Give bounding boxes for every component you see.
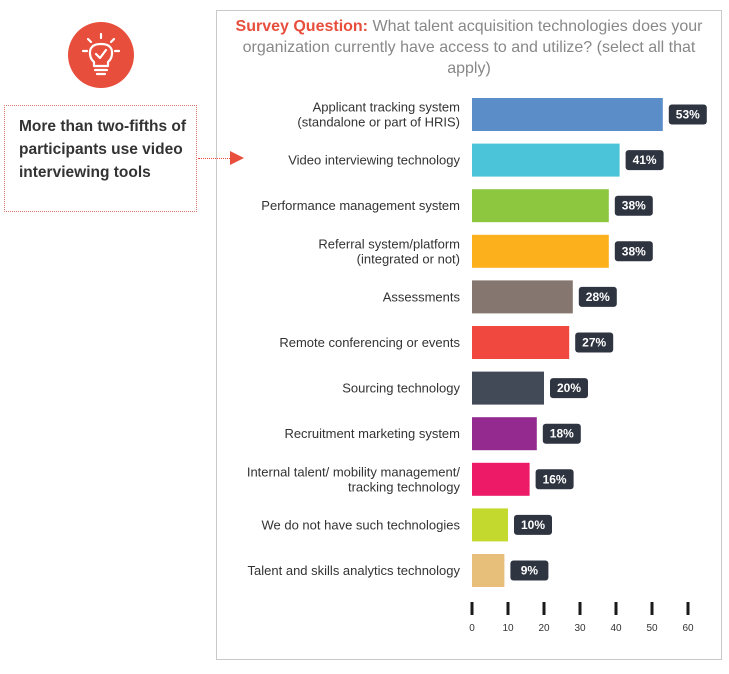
value-label-10: 9% <box>521 564 539 578</box>
x-tick-1 <box>506 602 510 615</box>
x-tick-label-3: 30 <box>574 623 586 634</box>
x-tick-3 <box>578 602 582 615</box>
chart-title: Survey Question: What talent acquisition… <box>226 16 712 79</box>
x-tick-0 <box>470 602 474 615</box>
category-label-4-0: Assessments <box>383 289 461 304</box>
category-label-1-0: Video interviewing technology <box>288 153 460 168</box>
category-label-10-0: Talent and skills analytics technology <box>248 563 461 578</box>
bar-8 <box>472 462 530 496</box>
value-label-1: 41% <box>633 153 657 167</box>
value-label-bg-4 <box>578 286 617 307</box>
bar-1 <box>472 143 620 177</box>
x-tick-5 <box>650 602 654 615</box>
value-label-0: 53% <box>676 108 700 122</box>
value-label-bg-1 <box>625 150 664 171</box>
value-label-bg-10 <box>510 560 549 581</box>
survey-question-label: Survey Question: <box>235 18 369 35</box>
value-label-4: 28% <box>586 290 610 304</box>
value-label-5: 27% <box>582 336 606 350</box>
x-tick-label-6: 60 <box>682 623 694 634</box>
bar-9 <box>472 508 508 542</box>
bar-5 <box>472 326 570 359</box>
category-label-8-0: Internal talent/ mobility management/ <box>247 464 461 479</box>
value-label-bg-2 <box>614 195 653 216</box>
category-label-0-0: Applicant tracking system <box>313 100 460 115</box>
value-label-bg-5 <box>575 332 614 353</box>
value-label-bg-6 <box>550 378 588 399</box>
value-label-bg-8 <box>535 469 574 490</box>
value-label-3: 38% <box>622 244 646 258</box>
category-label-9-0: We do not have such technologies <box>261 517 460 532</box>
x-tick-2 <box>542 602 546 615</box>
x-tick-label-4: 40 <box>610 623 622 634</box>
value-label-bg-0 <box>668 104 707 125</box>
bar-3 <box>472 234 609 268</box>
category-label-0-1: (standalone or part of HRIS) <box>297 115 460 130</box>
category-label-5-0: Remote conferencing or events <box>279 335 460 350</box>
bar-2 <box>472 189 609 223</box>
category-label-7-0: Recruitment marketing system <box>284 426 460 441</box>
value-label-bg-9 <box>514 514 552 535</box>
chart-panel <box>216 10 722 660</box>
x-tick-6 <box>686 602 690 615</box>
x-tick-label-0: 0 <box>469 623 475 634</box>
category-label-2-0: Performance management system <box>261 198 460 213</box>
callout-connector <box>198 158 232 159</box>
x-tick-label-1: 10 <box>502 623 514 634</box>
category-label-6-0: Sourcing technology <box>342 381 460 396</box>
bar-7 <box>472 417 537 451</box>
bar-0 <box>472 98 663 131</box>
value-label-6: 20% <box>557 381 581 395</box>
value-label-bg-3 <box>614 241 653 262</box>
category-label-3-0: Referral system/platform <box>318 236 460 251</box>
bar-6 <box>472 371 544 405</box>
bar-4 <box>472 280 573 314</box>
x-tick-4 <box>614 602 618 615</box>
category-label-3-1: (integrated or not) <box>357 251 460 266</box>
callout-box: More than two-fifths of participants use… <box>4 105 197 212</box>
value-label-7: 18% <box>550 427 574 441</box>
survey-question-text: What talent acquisition technologies doe… <box>242 18 703 77</box>
value-label-8: 16% <box>543 472 567 486</box>
x-tick-label-5: 50 <box>646 623 658 634</box>
value-label-2: 38% <box>622 199 646 213</box>
x-tick-label-2: 20 <box>538 623 550 634</box>
value-label-9: 10% <box>521 518 545 532</box>
callout-arrow-icon <box>230 151 244 165</box>
value-label-bg-7 <box>542 423 581 444</box>
bar-10 <box>472 554 505 587</box>
lightbulb-check-icon <box>68 22 134 88</box>
category-label-8-1: tracking technology <box>348 479 461 494</box>
